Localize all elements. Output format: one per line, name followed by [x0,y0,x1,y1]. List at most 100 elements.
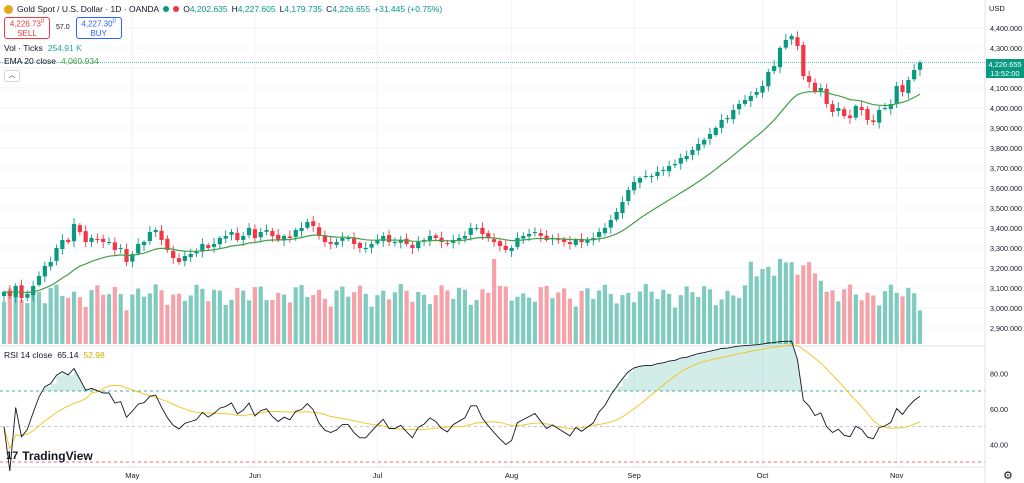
volume-bar [106,294,112,344]
volume-bar [101,294,106,344]
rsi-tick-label: 40.00 [990,440,1008,449]
volume-bar [731,295,736,344]
volume-bars [1,259,923,344]
candle-body [579,238,584,242]
candle-body [847,115,853,118]
volume-bar [340,286,345,344]
tradingview-logo[interactable]: 17 TradingView [6,449,93,463]
time-axis[interactable]: May Jun Jul Aug Sep Oct Nov [125,471,903,480]
price-axis[interactable]: USD4,400.0004,300.0004,200.0004,100.0004… [984,0,1024,483]
candle-body [182,256,187,262]
candle-body [702,140,707,145]
volume-bar [882,291,888,344]
volume-bar [281,294,287,344]
candle-body [340,238,345,241]
market-open-icon [163,6,170,12]
candle-body [491,239,497,242]
candle-body [270,231,275,236]
candle-body [153,230,158,233]
gear-icon[interactable]: ⚙ [1003,470,1013,482]
candle-body [532,232,538,233]
candle-body [859,107,864,110]
candle-body [672,164,678,166]
sell-button[interactable]: 4,226.730 SELL [4,17,50,39]
time-tick-label: Oct [757,471,770,480]
rsi-legend[interactable]: RSI 14 close 65.14 52.98 [4,350,105,360]
volume-bar [375,295,380,344]
volume-bar [573,306,578,344]
candle-body [573,240,578,245]
volume-bar [509,300,514,344]
volume-bar [585,288,590,344]
volume-bar [66,297,71,344]
volume-bar [252,287,257,344]
price-tick-label: 3,300.000 [990,244,1022,253]
volume-bar [900,296,905,344]
volume-bar [532,301,538,344]
volume-bar [719,299,724,344]
candle-body [649,176,654,177]
candle-body [421,240,427,242]
volume-bar [637,291,643,344]
price-change: +31.445 (+0.75%) [374,4,443,14]
buy-button[interactable]: 4,227.300 BUY [75,17,122,39]
volume-bar [515,296,520,344]
volume-bar [812,273,818,344]
volume-bar [299,285,304,344]
candle-body [842,109,847,116]
time-tick-label: May [125,471,139,480]
candle-body [637,178,643,183]
volume-bar [77,297,82,344]
volume-legend[interactable]: Vol · Ticks 254.91 K [4,42,442,54]
chevron-up-icon: ︿ [8,72,16,79]
candle-body [211,244,217,247]
volume-bar [194,284,199,344]
candle-body [538,233,543,236]
candle-body [626,190,631,201]
candle-body [456,238,462,241]
volume-bar [526,297,532,344]
volume-bar [433,295,438,344]
volume-bar [48,287,53,344]
candle-body [643,176,648,177]
volume-bar [871,295,876,344]
candle-body [830,104,835,112]
buy-price: 4,227.30 [81,19,113,29]
candle-body [725,118,730,120]
candle-body [171,250,176,258]
candle-body [812,82,818,92]
candle-body [585,240,590,243]
candle-body [427,236,433,242]
candle-body [602,228,608,234]
candle-body [229,232,234,235]
volume-bar [311,294,316,344]
candle-body [766,72,771,87]
volume-bar [877,305,882,344]
sell-price: 4,226.73 [9,19,41,29]
candle-body [772,66,777,71]
open-value: 4,202.635 [189,4,228,14]
price-tick-label: 3,700.000 [990,164,1022,173]
time-tick-label: Nov [890,471,904,480]
volume-bar [865,292,870,344]
candle-body [235,232,240,240]
candle-body [445,243,450,245]
volume-bar [632,302,637,344]
price-tick-label: 3,900.000 [990,124,1022,133]
collapse-legend-button[interactable]: ︿ [4,70,20,82]
volume-bar [906,287,911,344]
candle-body [597,232,602,237]
candle-body [258,232,263,238]
rsi-axis[interactable]: 80.00 60.00 40.00 [990,369,1008,449]
volume-bar [562,288,567,344]
symbol-title[interactable]: Gold Spot / U.S. Dollar · 1D · OANDA [17,4,160,14]
ema-legend[interactable]: EMA 20 close 4,060.934 [4,55,442,67]
candle-body [322,235,327,242]
volume-bar [550,298,555,344]
candle-body [865,108,870,120]
spread-value: 57.0 [56,24,70,31]
volume-bar [818,280,823,344]
price-tick-label: 3,100.000 [990,284,1022,293]
volume-bar [241,290,246,344]
